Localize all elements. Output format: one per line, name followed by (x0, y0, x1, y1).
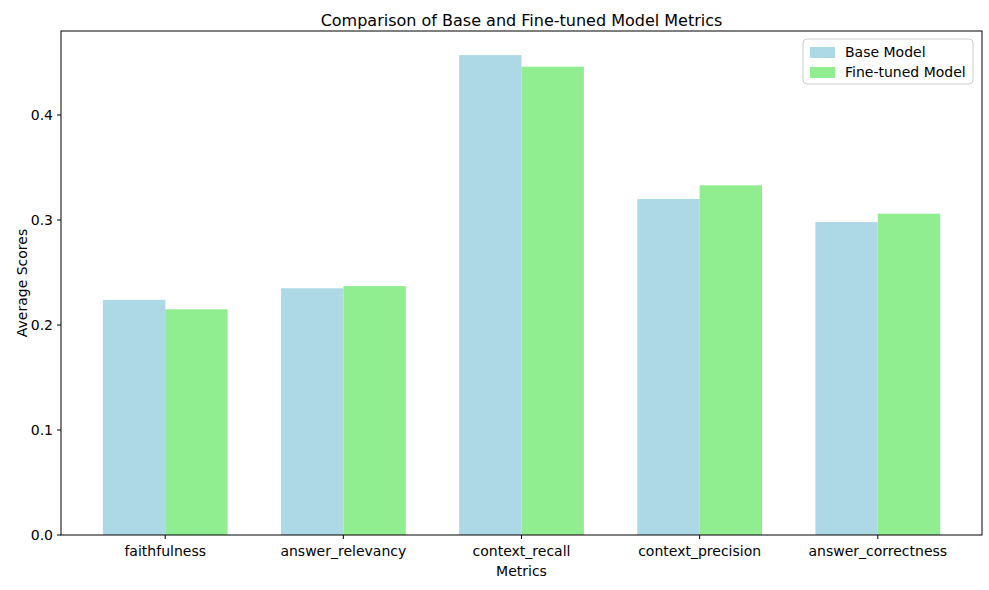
y-tick-label: 0.3 (31, 212, 53, 228)
y-axis-label: Average Scores (14, 229, 30, 337)
y-tick-label: 0.1 (31, 422, 53, 438)
bar-fine-tuned-model-answer-relevancy (343, 286, 405, 535)
bar-base-model-answer-relevancy (281, 288, 343, 535)
x-axis-label: Metrics (496, 563, 547, 579)
bar-fine-tuned-model-answer-correctness (878, 214, 940, 535)
y-tick-label: 0.0 (31, 527, 53, 543)
legend-swatch-fine-tuned-model (810, 67, 835, 78)
y-tick-label: 0.4 (31, 107, 53, 123)
x-tick-label-answer-relevancy: answer_relevancy (280, 543, 406, 559)
x-tick-label-faithfulness: faithfulness (124, 543, 206, 559)
x-tick-label-context-precision: context_precision (638, 543, 761, 559)
bars-group (103, 55, 940, 535)
legend-swatch-base-model (810, 47, 835, 58)
x-tick-label-context-recall: context_recall (473, 543, 571, 559)
bar-fine-tuned-model-faithfulness (165, 309, 227, 535)
bar-fine-tuned-model-context-recall (522, 67, 584, 535)
bar-chart: 0.0 0.1 0.2 0.3 0.4 faithfulness answer_releva… (0, 0, 989, 590)
x-tick-label-answer-correctness: answer_correctness (808, 543, 947, 559)
chart-figure: 0.0 0.1 0.2 0.3 0.4 faithfulness answer_releva… (0, 0, 989, 590)
bar-base-model-faithfulness (103, 300, 165, 535)
chart-title: Comparison of Base and Fine-tuned Model … (321, 11, 723, 30)
bar-base-model-context-recall (459, 55, 521, 535)
bar-fine-tuned-model-context-precision (700, 185, 762, 535)
legend-label-base-model: Base Model (845, 44, 926, 60)
bar-base-model-answer-correctness (815, 222, 877, 535)
y-tick-label: 0.2 (31, 317, 53, 333)
legend-label-fine-tuned-model: Fine-tuned Model (845, 64, 966, 80)
bar-base-model-context-precision (637, 199, 699, 535)
legend: Base Model Fine-tuned Model (803, 39, 973, 84)
